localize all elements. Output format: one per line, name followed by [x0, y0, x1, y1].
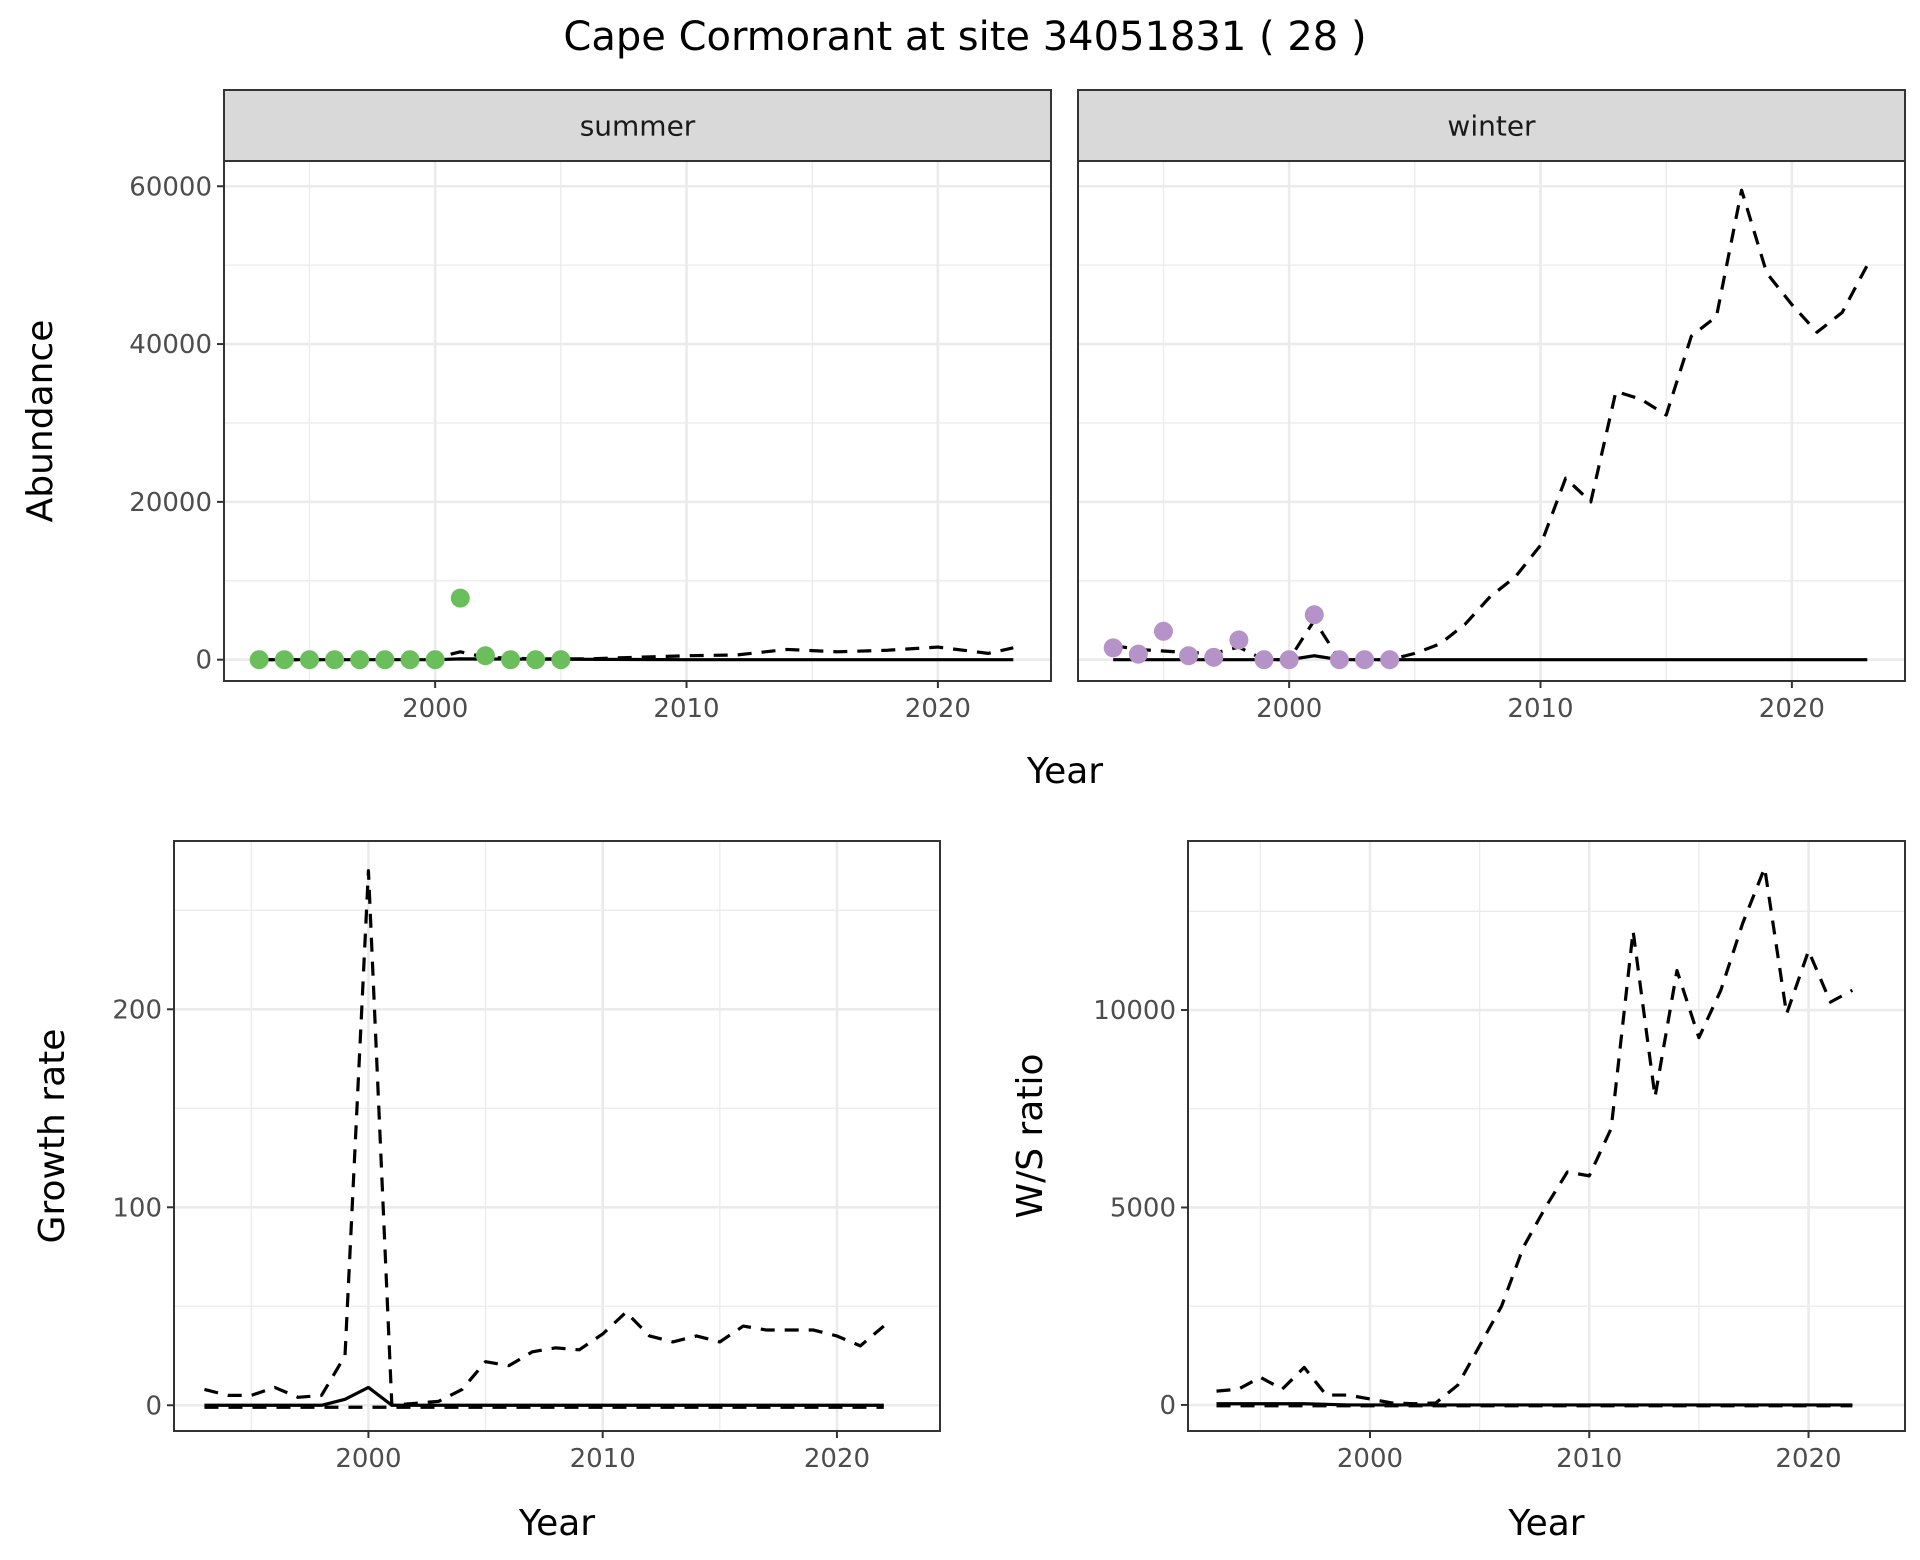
facet-label: winter — [1447, 110, 1536, 143]
data-point — [1128, 644, 1148, 664]
x-tick-label: 2000 — [1337, 1444, 1403, 1474]
x-tick-label: 2010 — [653, 694, 719, 724]
facet-label: summer — [580, 110, 696, 143]
data-point — [1279, 650, 1299, 670]
y-tick-label: 0 — [195, 646, 212, 676]
data-point — [425, 650, 445, 670]
y-tick-label: 10000 — [1093, 996, 1176, 1026]
x-tick-label: 2000 — [335, 1444, 401, 1474]
data-point — [1153, 621, 1173, 641]
data-point — [1254, 650, 1274, 670]
data-point — [1103, 638, 1123, 658]
y-axis-title: Abundance — [20, 320, 61, 523]
solid-series — [1216, 1402, 1853, 1407]
y-tick-label: 5000 — [1110, 1193, 1176, 1223]
y-axis-title: Growth rate — [32, 1029, 73, 1244]
y-tick-label: 100 — [112, 1193, 162, 1223]
y-tick-label: 200 — [112, 995, 162, 1025]
solid-series — [259, 657, 1014, 662]
x-tick-label: 2010 — [570, 1444, 636, 1474]
data-point — [1229, 630, 1249, 650]
plot-background — [1188, 841, 1905, 1431]
x-tick-label: 2020 — [804, 1444, 870, 1474]
x-tick-label: 2010 — [1507, 694, 1573, 724]
y-tick-label: 20000 — [129, 488, 212, 518]
y-tick-label: 40000 — [129, 330, 212, 360]
x-axis-title: Year — [1026, 751, 1103, 792]
x-tick-label: 2000 — [1256, 694, 1322, 724]
data-point — [325, 650, 345, 670]
plot-background — [1078, 161, 1905, 681]
data-point — [1204, 647, 1224, 667]
plot-background — [174, 841, 940, 1431]
panel-growth-rate: 2000 2010 2020 0 100 200 Growth rate Year — [32, 840, 941, 1544]
data-point — [1355, 650, 1375, 670]
y-tick-label: 0 — [145, 1391, 162, 1421]
facet-strip — [1077, 89, 1906, 162]
panel-border — [173, 840, 941, 1432]
x-tick-label: 2020 — [1775, 1444, 1841, 1474]
solid-series — [204, 1385, 884, 1407]
x-tick-label: 2000 — [402, 694, 468, 724]
data-point — [551, 650, 571, 670]
panel-w-s-ratio: 2000 2010 2020 0 5000 10000 W/S ratio Year — [1010, 840, 1906, 1544]
x-axis-title: Year — [1507, 1503, 1584, 1544]
x-tick-label: 2020 — [1759, 694, 1825, 724]
data-point — [249, 650, 269, 670]
panel-summer: summer 2000 2010 2020 0 20000 40000 60000 Abunda… — [20, 89, 1052, 724]
y-axis-title: W/S ratio — [1010, 1053, 1051, 1218]
data-point — [1179, 646, 1199, 666]
figure-title: Cape Cormorant at site 34051831 ( 28 ) — [563, 14, 1366, 60]
data-point — [1380, 650, 1400, 670]
dashed-series — [204, 869, 885, 1407]
plot-background — [224, 161, 1051, 681]
data-point — [526, 650, 546, 670]
data-point — [450, 588, 470, 608]
x-tick-label: 2010 — [1556, 1444, 1622, 1474]
data-point — [501, 650, 521, 670]
data-point — [375, 650, 395, 670]
y-tick-label: 0 — [1159, 1391, 1176, 1421]
y-tick-label: 60000 — [129, 172, 212, 202]
data-point — [274, 650, 294, 670]
x-axis-title: Year — [518, 1503, 595, 1544]
x-tick-label: 2020 — [905, 694, 971, 724]
panel-winter: winter 2000 2010 2020 — [1077, 89, 1906, 724]
data-point — [1329, 650, 1349, 670]
data-point — [299, 650, 319, 670]
data-point — [350, 650, 370, 670]
data-point — [475, 646, 495, 666]
data-point — [400, 650, 420, 670]
facet-strip — [223, 89, 1052, 162]
panel-border — [1187, 840, 1906, 1432]
data-point — [1304, 605, 1324, 625]
dashed-series — [1216, 866, 1854, 1406]
